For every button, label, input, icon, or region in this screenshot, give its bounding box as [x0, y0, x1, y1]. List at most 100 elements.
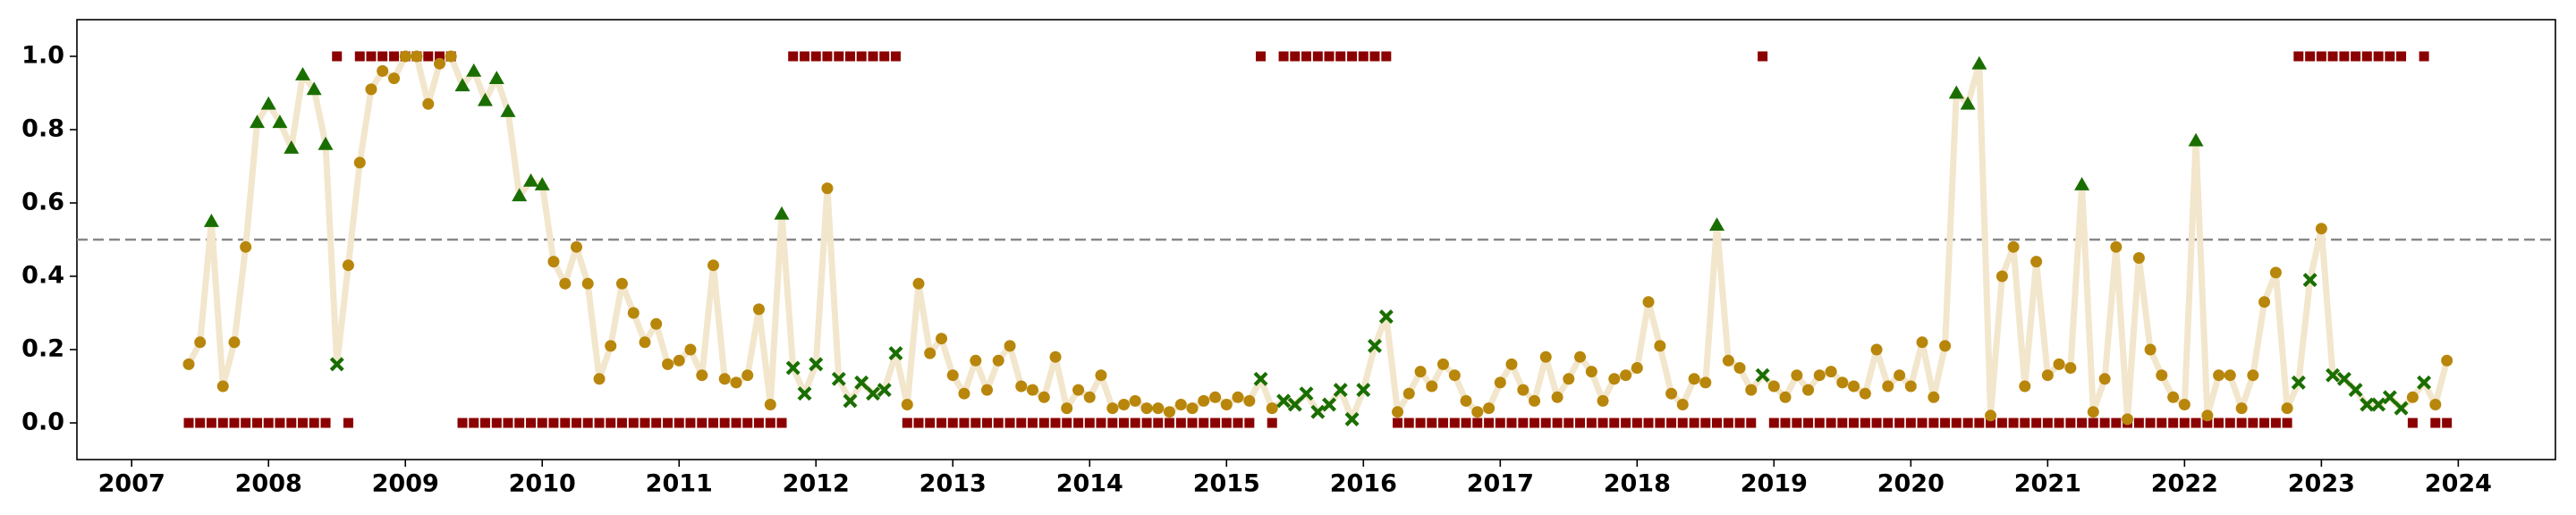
label-marker — [1758, 51, 1768, 62]
score-marker — [627, 307, 640, 319]
false-negative-marker — [1299, 386, 1314, 401]
score-marker — [2019, 380, 2031, 393]
false-positive-marker — [488, 71, 504, 84]
label-marker — [1449, 418, 1460, 428]
label-marker — [2042, 418, 2053, 428]
x-tick-label: 2022 — [2151, 470, 2218, 498]
x-tick-label: 2021 — [2014, 470, 2081, 498]
false-negative-marker — [2371, 397, 2386, 412]
label-marker — [719, 418, 730, 428]
false-negative-marker — [2302, 273, 2318, 288]
label-marker — [309, 418, 319, 428]
label-marker — [1883, 418, 1894, 428]
label-marker — [1905, 418, 1916, 428]
label-marker — [560, 418, 571, 428]
score-marker — [2406, 391, 2419, 403]
false-negative-marker — [329, 357, 344, 372]
label-marker — [366, 51, 377, 62]
score-marker — [924, 347, 936, 359]
x-tick-label: 2018 — [1604, 470, 1671, 498]
label-marker — [1928, 418, 1939, 428]
false-positive-marker — [512, 188, 528, 202]
score-marker — [1471, 406, 1484, 418]
score-marker — [2269, 266, 2282, 279]
label-marker — [2270, 418, 2281, 428]
label-marker — [526, 418, 537, 428]
label-marker — [594, 418, 605, 428]
label-marker — [1073, 418, 1084, 428]
label-marker — [1358, 51, 1368, 62]
label-marker — [2088, 418, 2098, 428]
false-positive-marker — [284, 140, 300, 154]
label-marker — [1141, 418, 1152, 428]
score-marker — [2030, 256, 2043, 268]
score-marker — [2098, 373, 2111, 385]
score-marker — [673, 354, 685, 367]
label-marker — [731, 418, 741, 428]
label-marker — [354, 51, 365, 62]
score-marker — [2315, 223, 2327, 235]
score-marker — [639, 336, 651, 349]
label-marker — [1803, 418, 1814, 428]
score-marker — [1802, 384, 1815, 396]
label-marker — [217, 418, 228, 428]
score-marker — [1118, 399, 1131, 410]
label-marker — [286, 418, 297, 428]
score-marker — [422, 97, 435, 110]
score-marker — [581, 277, 594, 290]
score-marker — [1825, 366, 1837, 378]
score-marker — [1779, 391, 1792, 403]
label-marker — [2065, 418, 2076, 428]
label-marker — [571, 418, 581, 428]
score-marker — [1939, 340, 1952, 352]
label-marker — [183, 418, 194, 428]
score-marker — [1129, 394, 1141, 407]
score-marker — [650, 317, 663, 330]
false-negative-marker — [1287, 397, 1302, 412]
false-negative-marker — [785, 360, 801, 376]
score-marker — [2110, 241, 2123, 253]
false-negative-marker — [2382, 390, 2397, 405]
label-marker — [1278, 51, 1289, 62]
label-marker — [1518, 418, 1529, 428]
label-marker — [753, 418, 764, 428]
score-marker — [1243, 394, 1256, 407]
false-positive-marker — [500, 104, 516, 117]
label-marker — [241, 418, 251, 428]
score-marker — [1916, 336, 1928, 349]
false-positive-marker — [1971, 55, 1987, 70]
label-marker — [2214, 418, 2224, 428]
score-marker — [1095, 369, 1107, 382]
y-tick-label: 1.0 — [21, 42, 64, 70]
score-marker — [1745, 384, 1758, 396]
score-marker — [1894, 369, 1906, 382]
false-negative-marker — [1344, 411, 1360, 426]
label-marker — [2145, 418, 2156, 428]
label-marker — [1506, 418, 1517, 428]
score-marker — [1928, 391, 1940, 403]
label-marker — [913, 418, 924, 428]
false-negative-marker — [1368, 338, 1382, 353]
label-marker — [1084, 418, 1095, 428]
label-marker — [1369, 51, 1380, 62]
label-marker — [548, 418, 559, 428]
label-marker — [1016, 418, 1027, 428]
label-marker — [2202, 418, 2213, 428]
score-marker — [1767, 380, 1780, 393]
label-marker — [2020, 418, 2030, 428]
x-tick-label: 2012 — [783, 470, 850, 498]
x-tick-label: 2020 — [1877, 470, 1945, 498]
score-marker — [593, 373, 606, 385]
label-marker — [491, 418, 502, 428]
label-marker — [389, 51, 400, 62]
x-tick-label: 2016 — [1330, 470, 1397, 498]
score-marker — [1870, 343, 1883, 356]
score-marker — [445, 50, 457, 63]
false-positive-marker — [454, 78, 470, 92]
score-marker — [1049, 350, 1062, 363]
score-marker — [2167, 391, 2180, 403]
score-marker — [1004, 340, 1016, 352]
label-marker — [2031, 418, 2042, 428]
score-marker — [1198, 394, 1210, 407]
